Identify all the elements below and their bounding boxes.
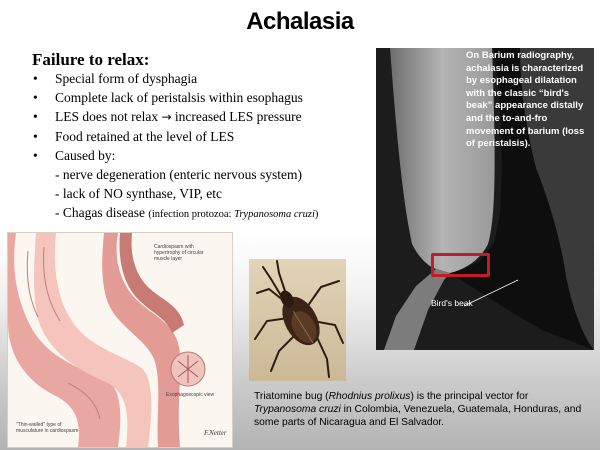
bullet-marker: • — [33, 109, 38, 124]
esophagus-drawing: F.Netter — [8, 233, 227, 447]
sub-item-note: (infection protozoa: — [148, 209, 235, 220]
sub-item: - Chagas disease (infection protozoa: Tr… — [33, 203, 378, 224]
label-line: hypertrophy of circular — [154, 249, 204, 256]
species-name-trypanosoma: Trypanosoma cruzi — [254, 403, 341, 415]
bullet-text-end: increased LES pressure — [171, 109, 302, 124]
sub-item: - nerve degeneration (enteric nervous sy… — [55, 167, 303, 182]
bullet-marker: • — [33, 90, 38, 105]
esophagus-illustration: F.Netter Cardiospasm with hypertrophy of… — [7, 232, 233, 448]
caption-text: in Colombia, Venezuela, Guatemala, Hondu… — [254, 403, 582, 428]
bullet-item: • Food retained at the level of LES — [33, 127, 378, 146]
label-line: Cardiospasm with — [154, 244, 194, 250]
bullet-text: Caused by: — [55, 148, 116, 163]
bullet-text: Complete lack of peristalsis within esop… — [55, 90, 303, 105]
label-line: Esophagoscopic view — [166, 392, 215, 398]
bullet-marker: • — [33, 71, 38, 86]
birds-beak-label: Bird's beak — [431, 298, 473, 308]
radiograph-drawing — [376, 48, 594, 350]
bullet-text: LES does not relax → increased LES press… — [55, 107, 302, 127]
slide-title: Achalasia — [246, 8, 354, 35]
bullet-text: Food retained at the level of LES — [55, 129, 235, 144]
bug-caption: Triatomine bug (Rhodnius prolixus) is th… — [254, 391, 589, 429]
section-heading: Failure to relax: — [32, 50, 150, 69]
bullet-marker: • — [33, 129, 38, 144]
sub-item: - lack of NO synthase, VIP, etc — [55, 186, 222, 201]
bullet-text-start: LES does not relax — [55, 109, 162, 124]
artist-signature: F.Netter — [203, 429, 227, 437]
illustration-label-esophagoscopic: Esophagoscopic view — [166, 392, 215, 399]
bullet-item: • Caused by: — [33, 146, 378, 165]
bullet-item: • Special form of dysphagia — [33, 69, 378, 88]
caption-text: Triatomine bug ( — [254, 391, 329, 402]
caption-text: ) is the principal vector for — [410, 391, 529, 402]
triatomine-bug-photo — [249, 259, 346, 381]
sub-item-species: Trypanosoma cruzi — [234, 209, 315, 220]
sub-item-text: - Chagas disease — [55, 205, 149, 220]
label-line: muscle layer — [154, 255, 183, 262]
bug-drawing — [254, 260, 344, 378]
right-arrow-icon: → — [161, 110, 172, 124]
illustration-label-cardiospasm: Cardiospasm with hypertrophy of circular… — [154, 244, 204, 262]
barium-radiograph-image — [376, 48, 594, 350]
sub-item-note-end: ) — [314, 209, 319, 220]
bullet-item: • Complete lack of peristalsis within es… — [33, 88, 378, 107]
birds-beak-highlight-box — [431, 253, 490, 277]
label-line: musculature in cardiospasm — [16, 427, 79, 434]
bullet-list: • Special form of dysphagia • Complete l… — [33, 69, 378, 224]
bullet-marker: • — [33, 148, 38, 163]
bullet-text: Special form of dysphagia — [55, 71, 198, 86]
illustration-label-thin-walled: "Thin-walled" type of musculature in car… — [16, 422, 79, 435]
species-name-rhodnius: Rhodnius prolixus — [328, 391, 411, 402]
bullet-item: • LES does not relax → increased LES pre… — [33, 107, 378, 127]
radiograph-caption: On Barium radiography, achalasia is char… — [466, 50, 585, 150]
label-line: "Thin-walled" type of — [16, 422, 62, 428]
